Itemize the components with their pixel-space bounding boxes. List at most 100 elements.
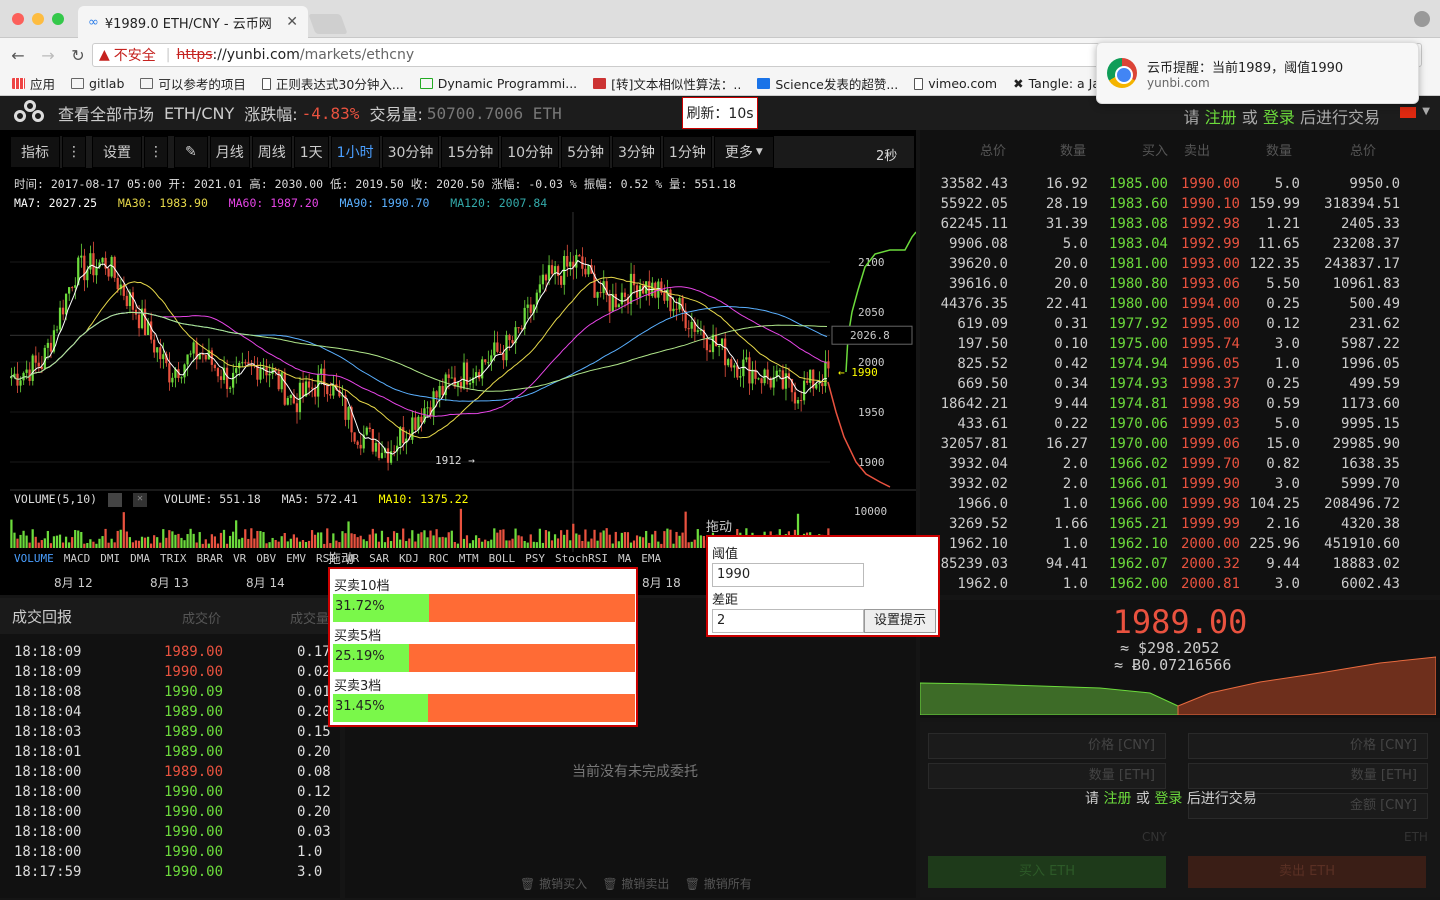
indicator-tab[interactable]: StochRSI xyxy=(555,552,608,565)
indicator-tab[interactable]: MA xyxy=(617,552,632,565)
sell-amount-input[interactable]: 数量 [ETH] xyxy=(1188,763,1428,789)
order-book-row[interactable]: 39620.0 20.0 1981.00 1993.00 122.35 243837.17 xyxy=(920,256,1440,276)
gear-icon[interactable] xyxy=(108,492,123,507)
period-tab[interactable]: 5分钟 xyxy=(561,136,610,168)
order-book-row[interactable]: 619.09 0.31 1977.92 1995.00 0.12 231.62 xyxy=(920,316,1440,336)
register-link[interactable]: 注册 xyxy=(1204,108,1237,127)
reload-icon[interactable]: ↻ xyxy=(71,45,85,65)
bookmark-regex[interactable]: 正则表达式30分钟入... xyxy=(261,74,404,93)
settings-menu-icon[interactable]: ⋮ xyxy=(144,136,168,168)
indicator-tab[interactable]: MTM xyxy=(458,552,479,565)
indicators-button[interactable]: 指标 xyxy=(10,136,60,168)
indicator-tab[interactable]: KDJ xyxy=(399,552,419,565)
order-book-row[interactable]: 55922.05 28.19 1983.60 1990.10 159.99 318394.… xyxy=(920,196,1440,216)
minimize-window-icon[interactable] xyxy=(32,13,44,25)
login-link[interactable]: 登录 xyxy=(1262,108,1295,127)
close-window-icon[interactable] xyxy=(12,13,24,25)
draw-pencil-icon[interactable]: ✎ xyxy=(174,136,208,168)
more-periods-button[interactable]: 更多 ▼ xyxy=(713,136,774,168)
indicator-tab[interactable]: PSY xyxy=(525,552,545,565)
order-book-row[interactable]: 3932.04 2.0 1966.02 1999.70 0.82 1638.35 xyxy=(920,456,1440,476)
order-book-row[interactable]: 3932.02 2.0 1966.01 1999.90 3.0 5999.70 xyxy=(920,476,1440,496)
sell-total-input[interactable]: 金额 [CNY] xyxy=(1188,793,1428,819)
cancel-buy-button[interactable]: 撤销买入 xyxy=(539,877,588,891)
buy-eth-button[interactable]: 买入 ETH xyxy=(928,856,1166,888)
set-alert-button[interactable]: 设置提示 xyxy=(864,609,936,633)
alert-popup-drag-handle[interactable]: 拖动 xyxy=(706,520,733,535)
order-book-row[interactable]: 1966.0 1.0 1966.00 1999.98 104.25 208496.72 xyxy=(920,496,1440,516)
kline-chart[interactable]: 2100 2050 2000 1950 1900 2026.8 ← 1990 1912 → 10… xyxy=(10,212,916,552)
sell-eth-button[interactable]: 卖出 ETH xyxy=(1188,856,1426,888)
chrome-notification[interactable]: 云币提醒：当前1989，阈值1990 yunbi.com xyxy=(1096,42,1419,104)
order-book-row[interactable]: 433.61 0.22 1970.06 1999.03 5.0 9995.15 xyxy=(920,416,1440,436)
order-book-row[interactable]: 669.50 0.34 1974.93 1998.37 0.25 499.59 xyxy=(920,376,1440,396)
period-tab[interactable]: 3分钟 xyxy=(611,136,661,168)
forward-icon[interactable]: → xyxy=(41,45,55,65)
yunbi-logo-icon[interactable] xyxy=(14,100,48,126)
period-tab[interactable]: 1小时 xyxy=(330,136,380,168)
order-book-row[interactable]: 32057.81 16.27 1970.00 1999.06 15.0 29985.90 xyxy=(920,436,1440,456)
bookmark-projects[interactable]: 可以参考的项目 xyxy=(140,74,246,93)
order-book-row[interactable]: 197.50 0.10 1975.00 1995.74 3.0 5987.22 xyxy=(920,336,1440,356)
china-flag-icon[interactable] xyxy=(1400,107,1416,118)
indicator-tab[interactable]: OBV xyxy=(256,552,277,565)
profile-icon[interactable] xyxy=(1414,11,1430,27)
indicator-tab[interactable]: EMA xyxy=(641,552,662,565)
bookmark-vimeo[interactable]: vimeo.com xyxy=(914,76,997,91)
bookmark-apps[interactable]: 应用 xyxy=(12,74,55,93)
order-book-row[interactable]: 62245.11 31.39 1983.08 1992.98 1.21 2405.33 xyxy=(920,216,1440,236)
indicator-tab[interactable]: BRAR xyxy=(196,552,224,565)
period-tab[interactable]: 15分钟 xyxy=(441,136,500,168)
period-tab[interactable]: 月线 xyxy=(209,136,250,168)
bookmark-science[interactable]: Science发表的超赞... xyxy=(757,74,898,93)
close-tab-icon[interactable]: ✕ xyxy=(286,14,298,30)
back-icon[interactable]: ← xyxy=(11,45,25,65)
browser-tab[interactable]: ∞ ¥1989.0 ETH/CNY - 云币网 ✕ xyxy=(78,6,308,38)
period-tab[interactable]: 30分钟 xyxy=(381,136,440,168)
period-tab[interactable]: 周线 xyxy=(251,136,292,168)
indicator-tab[interactable]: WR xyxy=(345,552,360,565)
order-book-row[interactable]: 18642.21 9.44 1974.81 1998.98 0.59 1173.60 xyxy=(920,396,1440,416)
order-book-row[interactable]: 44376.35 22.41 1980.00 1994.00 0.25 500.49 xyxy=(920,296,1440,316)
depth-popup-drag-handle[interactable]: 拖动 xyxy=(328,552,355,567)
indicator-tab[interactable]: RSI xyxy=(316,552,336,565)
maximize-window-icon[interactable] xyxy=(52,13,64,25)
new-tab-button[interactable] xyxy=(308,14,348,34)
order-book-row[interactable]: 3269.52 1.66 1965.21 1999.99 2.16 4320.38 xyxy=(920,516,1440,536)
indicator-tab[interactable]: VR xyxy=(233,552,247,565)
indicator-tab[interactable]: ROC xyxy=(428,552,449,565)
sell-price-input[interactable]: 价格 [CNY] xyxy=(1188,733,1428,759)
bookmark-dp[interactable]: Dynamic Programmi... xyxy=(419,76,577,91)
bookmark-text-sim[interactable]: [转]文本相似性算法：.. xyxy=(593,74,741,93)
login-link[interactable]: 登录 xyxy=(1154,791,1183,807)
period-tab[interactable]: 1分钟 xyxy=(662,136,712,168)
order-book-row[interactable]: 9906.08 5.0 1983.04 1992.99 11.65 23208.37 xyxy=(920,236,1440,256)
order-book-row[interactable]: 1962.10 1.0 1962.10 2000.00 225.96 451910.60 xyxy=(920,536,1440,556)
indicator-tab[interactable]: DMI xyxy=(100,552,121,565)
bookmark-gitlab[interactable]: gitlab xyxy=(71,76,124,91)
indicator-tab[interactable]: VOLUME xyxy=(14,552,54,565)
indicator-tab[interactable]: EMV xyxy=(286,552,306,565)
buy-amount-input[interactable]: 数量 [ETH] xyxy=(928,763,1166,789)
threshold-input[interactable]: 1990 xyxy=(712,563,864,587)
order-book-row[interactable]: 825.52 0.42 1974.94 1996.05 1.0 1996.05 xyxy=(920,356,1440,376)
register-link[interactable]: 注册 xyxy=(1103,791,1132,807)
buy-price-input[interactable]: 价格 [CNY] xyxy=(928,733,1166,759)
indicator-tab[interactable]: BOLL xyxy=(488,552,516,565)
close-icon[interactable]: ✕ xyxy=(132,492,147,507)
order-book-row[interactable]: 85239.03 94.41 1962.07 2000.32 9.44 18883.02 xyxy=(920,556,1440,576)
indicators-menu-icon[interactable]: ⋮ xyxy=(62,136,86,168)
cancel-sell-button[interactable]: 撤销卖出 xyxy=(621,877,670,891)
indicator-tab[interactable]: MACD xyxy=(63,552,91,565)
indicator-tab[interactable]: DMA xyxy=(130,552,150,565)
chevron-down-icon[interactable]: ▼ xyxy=(1422,106,1430,117)
settings-button[interactable]: 设置 xyxy=(92,136,142,168)
period-tab[interactable]: 1天 xyxy=(293,136,329,168)
order-book-row[interactable]: 1962.0 1.0 1962.00 2000.81 3.0 6002.43 xyxy=(920,576,1440,596)
indicator-tab[interactable]: SAR xyxy=(369,552,389,565)
diff-input[interactable]: 2 xyxy=(712,609,864,633)
period-tab[interactable]: 10分钟 xyxy=(501,136,560,168)
cancel-all-button[interactable]: 撤销所有 xyxy=(703,877,752,891)
indicator-tab[interactable]: TRIX xyxy=(160,552,187,565)
order-book-row[interactable]: 39616.0 20.0 1980.80 1993.06 5.50 10961.83 xyxy=(920,276,1440,296)
